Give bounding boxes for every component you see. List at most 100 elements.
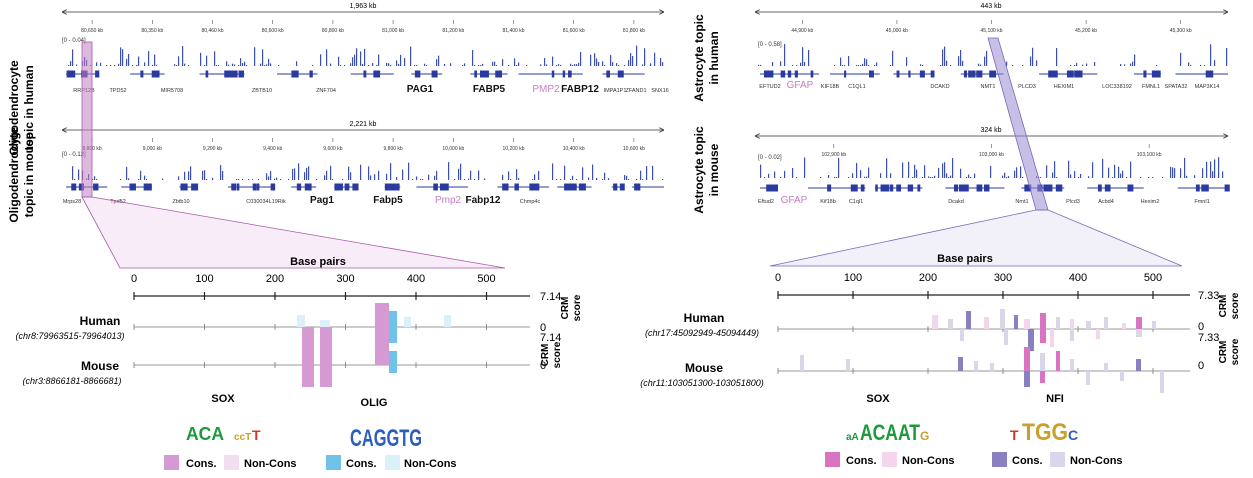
right-sox-logo-g: G [920,429,929,443]
signal-bar [642,179,644,180]
crm-bar [958,357,963,371]
gene-exon [889,184,894,192]
signal-bar [154,54,156,66]
signal-bar [360,51,362,66]
signal-bar [502,174,504,180]
signal-bar [1130,161,1132,178]
signal-bar [342,179,344,180]
signal-bar [1222,171,1224,178]
crm-bar [1086,371,1090,385]
signal-bar [576,179,578,180]
right-human-gene-labels: GFAP EFTUD2 KIF18B C1QL1 DCAKD NMT1 PLCD3 HEXIM… [759,80,1219,91]
gene-exon [293,70,299,78]
signal-bar [646,166,648,180]
gene-label: IMPA1P1 [604,88,627,94]
signal-bar [1094,62,1096,66]
ruler-tick-label: 10,000 kb [442,146,464,152]
signal-bar [864,176,866,178]
signal-bar [152,64,154,66]
gene-exon [71,183,77,191]
signal-bar [968,174,970,178]
signal-bar [952,158,954,178]
signal-bar [1186,175,1188,178]
signal-bar [844,65,846,66]
signal-bar [330,63,332,66]
crm-bar [1040,313,1046,329]
signal-bar [78,169,80,180]
signal-bar [890,173,892,178]
signal-bar [370,175,372,180]
signal-bar [226,61,228,66]
ruler-tick-label: 80,460 kb [202,28,224,34]
signal-bar [424,63,426,66]
ruler-tick-label: 45,300 kb [1170,28,1192,34]
gene-exon [191,183,199,191]
signal-bar [126,58,128,66]
gene-exon [129,183,136,191]
signal-bar [518,178,520,180]
signal-bar [1212,171,1214,178]
right-human-track-label-2: in human [707,31,721,84]
crm-bar [1122,323,1126,329]
signal-bar [246,65,248,66]
signal-bar [136,65,138,66]
gene-label: FMNL1 [1142,84,1160,90]
signal-bar [588,177,590,180]
signal-bar [940,65,942,66]
left-human-signal [68,45,664,66]
gene-exon [769,184,773,192]
signal-bar [856,65,858,66]
gene-label: Plcd3 [1066,199,1080,205]
crm-bar [800,355,804,371]
signal-bar [386,62,388,66]
signal-bar [1056,177,1058,178]
gene-exon [1130,184,1134,192]
signal-bar [834,65,836,66]
signal-bar [402,169,404,180]
signal-bar [350,63,352,66]
right-nfi-logo-c: C [1068,427,1078,443]
signal-bar [864,58,866,66]
signal-bar [236,179,238,180]
crm-bar [302,347,314,365]
crm-bar [1050,329,1054,347]
gene-exon [917,184,921,192]
signal-bar [352,57,354,66]
signal-bar [222,171,224,180]
gene-exon [496,70,503,78]
signal-bar [438,55,440,66]
left-legend-sox-noncons-swatch [224,455,239,470]
gene-exon [347,183,350,191]
signal-bar [368,65,370,66]
signal-bar [378,170,380,180]
signal-bar [576,64,578,66]
signal-bar [886,158,888,178]
signal-bar [930,177,932,178]
gene-exon [1202,184,1209,192]
left-olig-label: OLIG [361,397,388,409]
signal-bar [1188,62,1190,66]
gene-exon [93,183,99,191]
signal-bar [578,62,580,66]
signal-bar [984,56,986,66]
signal-bar [1172,167,1174,178]
left-crm-score-label-2b: score [552,341,563,368]
ruler-tick-label: 9,000 kb [143,146,162,152]
signal-bar [558,64,560,66]
signal-bar [834,177,836,178]
signal-bar [492,61,494,66]
signal-bar [304,172,306,180]
signal-bar [140,170,142,180]
gene-exon [1048,70,1052,78]
left-human-gene-labels: PAG1FABP5PMP2FABP12RRP12BTPD52MIR5708ZBT… [73,84,668,95]
signal-bar [946,60,948,66]
signal-bar [518,62,520,66]
gene-label: Kif18b [820,199,836,205]
signal-bar [72,166,74,180]
crm-tick-label: 0 [775,272,781,284]
signal-bar [1070,174,1072,178]
signal-bar [916,169,918,178]
signal-bar [374,174,376,180]
crm-bar [1136,359,1141,371]
gene-exon [433,183,438,191]
